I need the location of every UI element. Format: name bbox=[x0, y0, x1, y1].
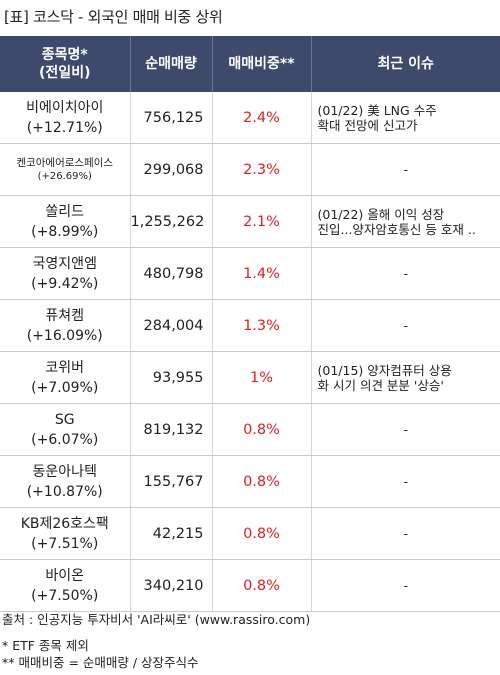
header-issue: 최근 이슈 bbox=[311, 36, 500, 92]
trade-ratio: 1% bbox=[212, 351, 312, 404]
stock-change: (+16.09%) bbox=[26, 327, 103, 344]
net-volume: 284,004 bbox=[130, 299, 213, 352]
stock-name: 바이온 bbox=[45, 567, 85, 584]
recent-issue: (01/22) 올해 이익 성장 진입...양자암호통신 등 호재 .. bbox=[311, 195, 500, 248]
stock-name-cell: SG (+6.07%) bbox=[0, 403, 131, 456]
header-volume: 순매매량 bbox=[130, 36, 213, 92]
header-ratio: 매매비중** bbox=[212, 36, 312, 92]
stock-name: KB제26호스팩 bbox=[20, 515, 109, 532]
stock-name-cell: 바이온 (+7.50%) bbox=[0, 559, 131, 612]
stock-change: (+9.42%) bbox=[31, 275, 99, 292]
trade-ratio: 2.4% bbox=[212, 92, 312, 144]
recent-issue: - bbox=[311, 403, 500, 456]
stock-name: SG bbox=[54, 411, 75, 428]
stock-change: (+7.50%) bbox=[31, 587, 99, 604]
trade-ratio: 0.8% bbox=[212, 455, 312, 508]
stock-name-cell: 동운아나텍 (+10.87%) bbox=[0, 455, 131, 508]
table-row: 바이온 (+7.50%) 340,210 0.8% - bbox=[0, 559, 500, 612]
net-volume: 819,132 bbox=[130, 403, 213, 456]
footnote-etf: * ETF 종목 제외 bbox=[2, 638, 89, 653]
footnote-ratio: ** 매매비중 = 순매매량 / 상장주식수 bbox=[2, 655, 199, 670]
stock-name: 쏠리드 bbox=[45, 203, 85, 220]
recent-issue: (01/15) 양자컴퓨터 상용 화 시기 의견 분분 '상승' bbox=[311, 351, 500, 404]
stock-change: (+12.71%) bbox=[26, 119, 103, 136]
stock-name-cell: 코위버 (+7.09%) bbox=[0, 351, 131, 404]
net-volume: 756,125 bbox=[130, 92, 213, 144]
net-volume: 1,255,262 bbox=[130, 195, 213, 248]
net-volume: 340,210 bbox=[130, 559, 213, 612]
net-volume: 480,798 bbox=[130, 247, 213, 300]
stock-name: 퓨쳐켐 bbox=[45, 307, 85, 324]
table-row: 코위버 (+7.09%) 93,955 1% (01/15) 양자컴퓨터 상용 화 시기… bbox=[0, 351, 500, 404]
stock-name-cell: 켄코아에어로스페이스 (+26.69%) bbox=[0, 143, 131, 196]
table-row: 국영지앤엠 (+9.42%) 480,798 1.4% - bbox=[0, 247, 500, 300]
stock-name-cell: 국영지앤엠 (+9.42%) bbox=[0, 247, 131, 300]
recent-issue: - bbox=[311, 299, 500, 352]
foreign-trading-table: 종목명* (전일비) 순매매량 매매비중** 최근 이슈 비에이치아이 (+12.… bbox=[0, 36, 500, 612]
stock-name-cell: 퓨쳐켐 (+16.09%) bbox=[0, 299, 131, 352]
stock-name: 동운아나텍 bbox=[32, 463, 97, 480]
net-volume: 93,955 bbox=[130, 351, 213, 404]
table-row: 비에이치아이 (+12.71%) 756,125 2.4% (01/22) 美 LNG … bbox=[0, 92, 500, 144]
recent-issue: - bbox=[311, 507, 500, 560]
stock-name-cell: 비에이치아이 (+12.71%) bbox=[0, 92, 131, 144]
stock-name: 켄코아에어로스페이스 bbox=[16, 156, 114, 169]
trade-ratio: 2.3% bbox=[212, 143, 312, 196]
source-note: 출처 : 인공지능 투자비서 'AI라씨로' (www.rassiro.com) bbox=[2, 612, 311, 627]
table-row: SG (+6.07%) 819,132 0.8% - bbox=[0, 403, 500, 456]
stock-change: (+26.69%) bbox=[37, 170, 92, 182]
stock-change: (+7.09%) bbox=[31, 379, 99, 396]
recent-issue: - bbox=[311, 143, 500, 196]
stock-name-cell: 쏠리드 (+8.99%) bbox=[0, 195, 131, 248]
table-row: 동운아나텍 (+10.87%) 155,767 0.8% - bbox=[0, 455, 500, 508]
recent-issue: (01/22) 美 LNG 수주 확대 전망에 신고가 bbox=[311, 92, 500, 144]
table-title: [표] 코스닥 - 외국인 매매 비중 상위 bbox=[4, 8, 223, 26]
stock-name: 코위버 bbox=[45, 359, 85, 376]
recent-issue: - bbox=[311, 247, 500, 300]
trade-ratio: 2.1% bbox=[212, 195, 312, 248]
recent-issue: - bbox=[311, 559, 500, 612]
table-row: 켄코아에어로스페이스 (+26.69%) 299,068 2.3% - bbox=[0, 143, 500, 196]
net-volume: 42,215 bbox=[130, 507, 213, 560]
stock-name: 국영지앤엠 bbox=[32, 255, 97, 272]
stock-change: (+7.51%) bbox=[31, 535, 99, 552]
trade-ratio: 0.8% bbox=[212, 507, 312, 560]
recent-issue: - bbox=[311, 455, 500, 508]
stock-name: 비에이치아이 bbox=[26, 99, 104, 116]
trade-ratio: 1.3% bbox=[212, 299, 312, 352]
net-volume: 299,068 bbox=[130, 143, 213, 196]
table-header-row: 종목명* (전일비) 순매매량 매매비중** 최근 이슈 bbox=[0, 36, 500, 92]
trade-ratio: 0.8% bbox=[212, 559, 312, 612]
stock-name-cell: KB제26호스팩 (+7.51%) bbox=[0, 507, 131, 560]
stock-change: (+10.87%) bbox=[26, 483, 103, 500]
stock-change: (+6.07%) bbox=[31, 431, 99, 448]
net-volume: 155,767 bbox=[130, 455, 213, 508]
table-row: 퓨쳐켐 (+16.09%) 284,004 1.3% - bbox=[0, 299, 500, 352]
table-row: KB제26호스팩 (+7.51%) 42,215 0.8% - bbox=[0, 507, 500, 560]
header-name: 종목명* (전일비) bbox=[0, 36, 131, 92]
table-row: 쏠리드 (+8.99%) 1,255,262 2.1% (01/22) 올해 이익 성장… bbox=[0, 195, 500, 248]
stock-change: (+8.99%) bbox=[31, 223, 99, 240]
trade-ratio: 1.4% bbox=[212, 247, 312, 300]
trade-ratio: 0.8% bbox=[212, 403, 312, 456]
